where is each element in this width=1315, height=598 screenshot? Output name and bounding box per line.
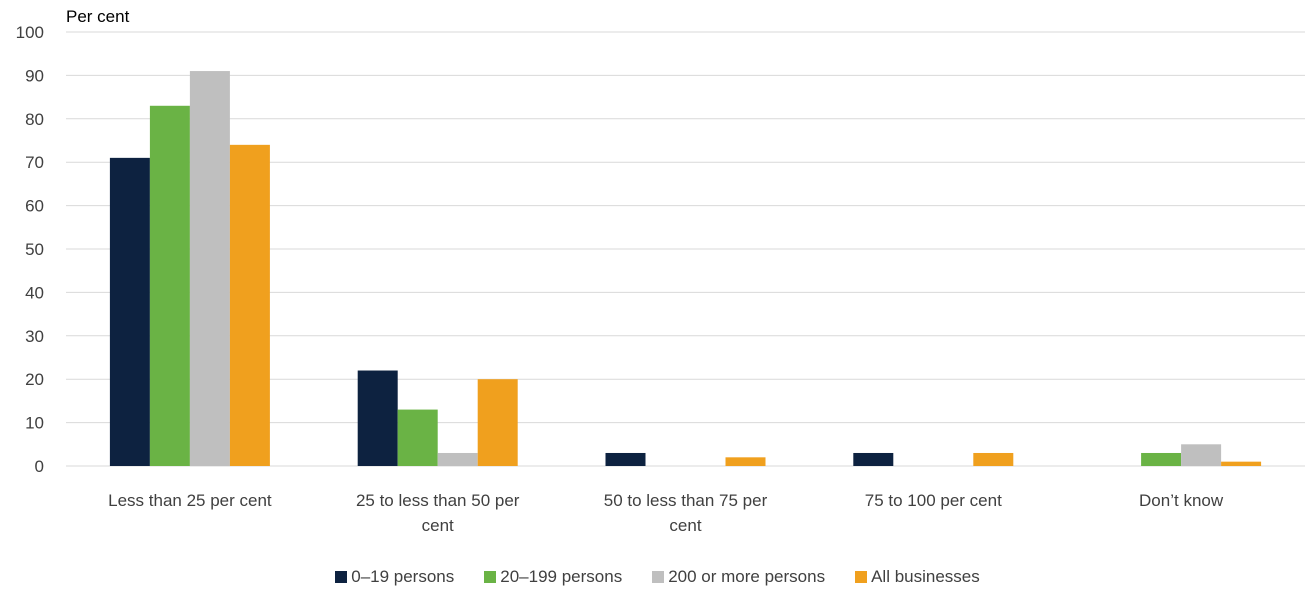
legend-swatch bbox=[484, 571, 497, 583]
y-tick-label: 30 bbox=[25, 327, 44, 346]
legend-label: 0–19 persons bbox=[351, 567, 455, 586]
x-tick-label: cent bbox=[669, 516, 701, 535]
legend-item: All businesses bbox=[855, 567, 980, 587]
y-tick-label: 60 bbox=[25, 197, 44, 216]
legend-swatch bbox=[855, 571, 868, 583]
legend-swatch bbox=[652, 571, 665, 583]
y-tick-label: 20 bbox=[25, 370, 44, 389]
y-tick-label: 80 bbox=[25, 110, 44, 129]
legend-label: 20–199 persons bbox=[500, 567, 623, 586]
bar bbox=[229, 144, 270, 466]
legend-swatch bbox=[335, 571, 348, 583]
bar bbox=[1221, 461, 1262, 466]
gridlines bbox=[66, 31, 1305, 467]
y-axis-label: Per cent bbox=[66, 7, 130, 26]
x-tick-label: Less than 25 per cent bbox=[108, 491, 272, 510]
x-tick-label: 75 to 100 per cent bbox=[865, 491, 1002, 510]
y-tick-label: 0 bbox=[35, 457, 44, 476]
x-tick-label: 50 to less than 75 per bbox=[604, 491, 768, 510]
x-tick-label: Don’t know bbox=[1139, 491, 1224, 510]
x-axis-labels: Less than 25 per cent 25 to less than 50 … bbox=[108, 491, 1224, 535]
bar bbox=[1181, 444, 1222, 466]
y-tick-label: 10 bbox=[25, 414, 44, 433]
bar bbox=[437, 452, 478, 466]
x-tick-label: 25 to less than 50 per bbox=[356, 491, 520, 510]
legend-label: 200 or more persons bbox=[668, 567, 826, 586]
bar bbox=[973, 452, 1014, 466]
bar bbox=[477, 379, 518, 466]
bar bbox=[189, 71, 230, 466]
legend-label: All businesses bbox=[871, 567, 980, 586]
bar bbox=[725, 457, 766, 466]
bar bbox=[397, 409, 438, 466]
legend: 0–19 persons 20–199 persons 200 or more pe… bbox=[0, 567, 1315, 587]
bar bbox=[1141, 452, 1182, 466]
legend-item: 20–199 persons bbox=[484, 567, 622, 587]
bar bbox=[605, 452, 646, 466]
y-tick-label: 50 bbox=[25, 240, 44, 259]
bar-chart-svg: 0 10 20 30 40 50 60 70 80 90 100 Less than 25 per … bbox=[16, 7, 1305, 535]
legend-item: 200 or more persons bbox=[652, 567, 825, 587]
y-tick-label: 70 bbox=[25, 153, 44, 172]
y-axis-ticks: 0 10 20 30 40 50 60 70 80 90 100 bbox=[16, 23, 44, 476]
y-tick-label: 90 bbox=[25, 66, 44, 85]
legend-item: 0–19 persons bbox=[335, 567, 454, 587]
y-tick-label: 100 bbox=[16, 23, 44, 42]
bar bbox=[853, 452, 894, 466]
x-tick-label: cent bbox=[422, 516, 454, 535]
bars bbox=[109, 71, 1262, 467]
bar bbox=[149, 105, 190, 466]
bar bbox=[357, 370, 398, 466]
y-tick-label: 40 bbox=[25, 283, 44, 302]
bar bbox=[109, 157, 150, 467]
